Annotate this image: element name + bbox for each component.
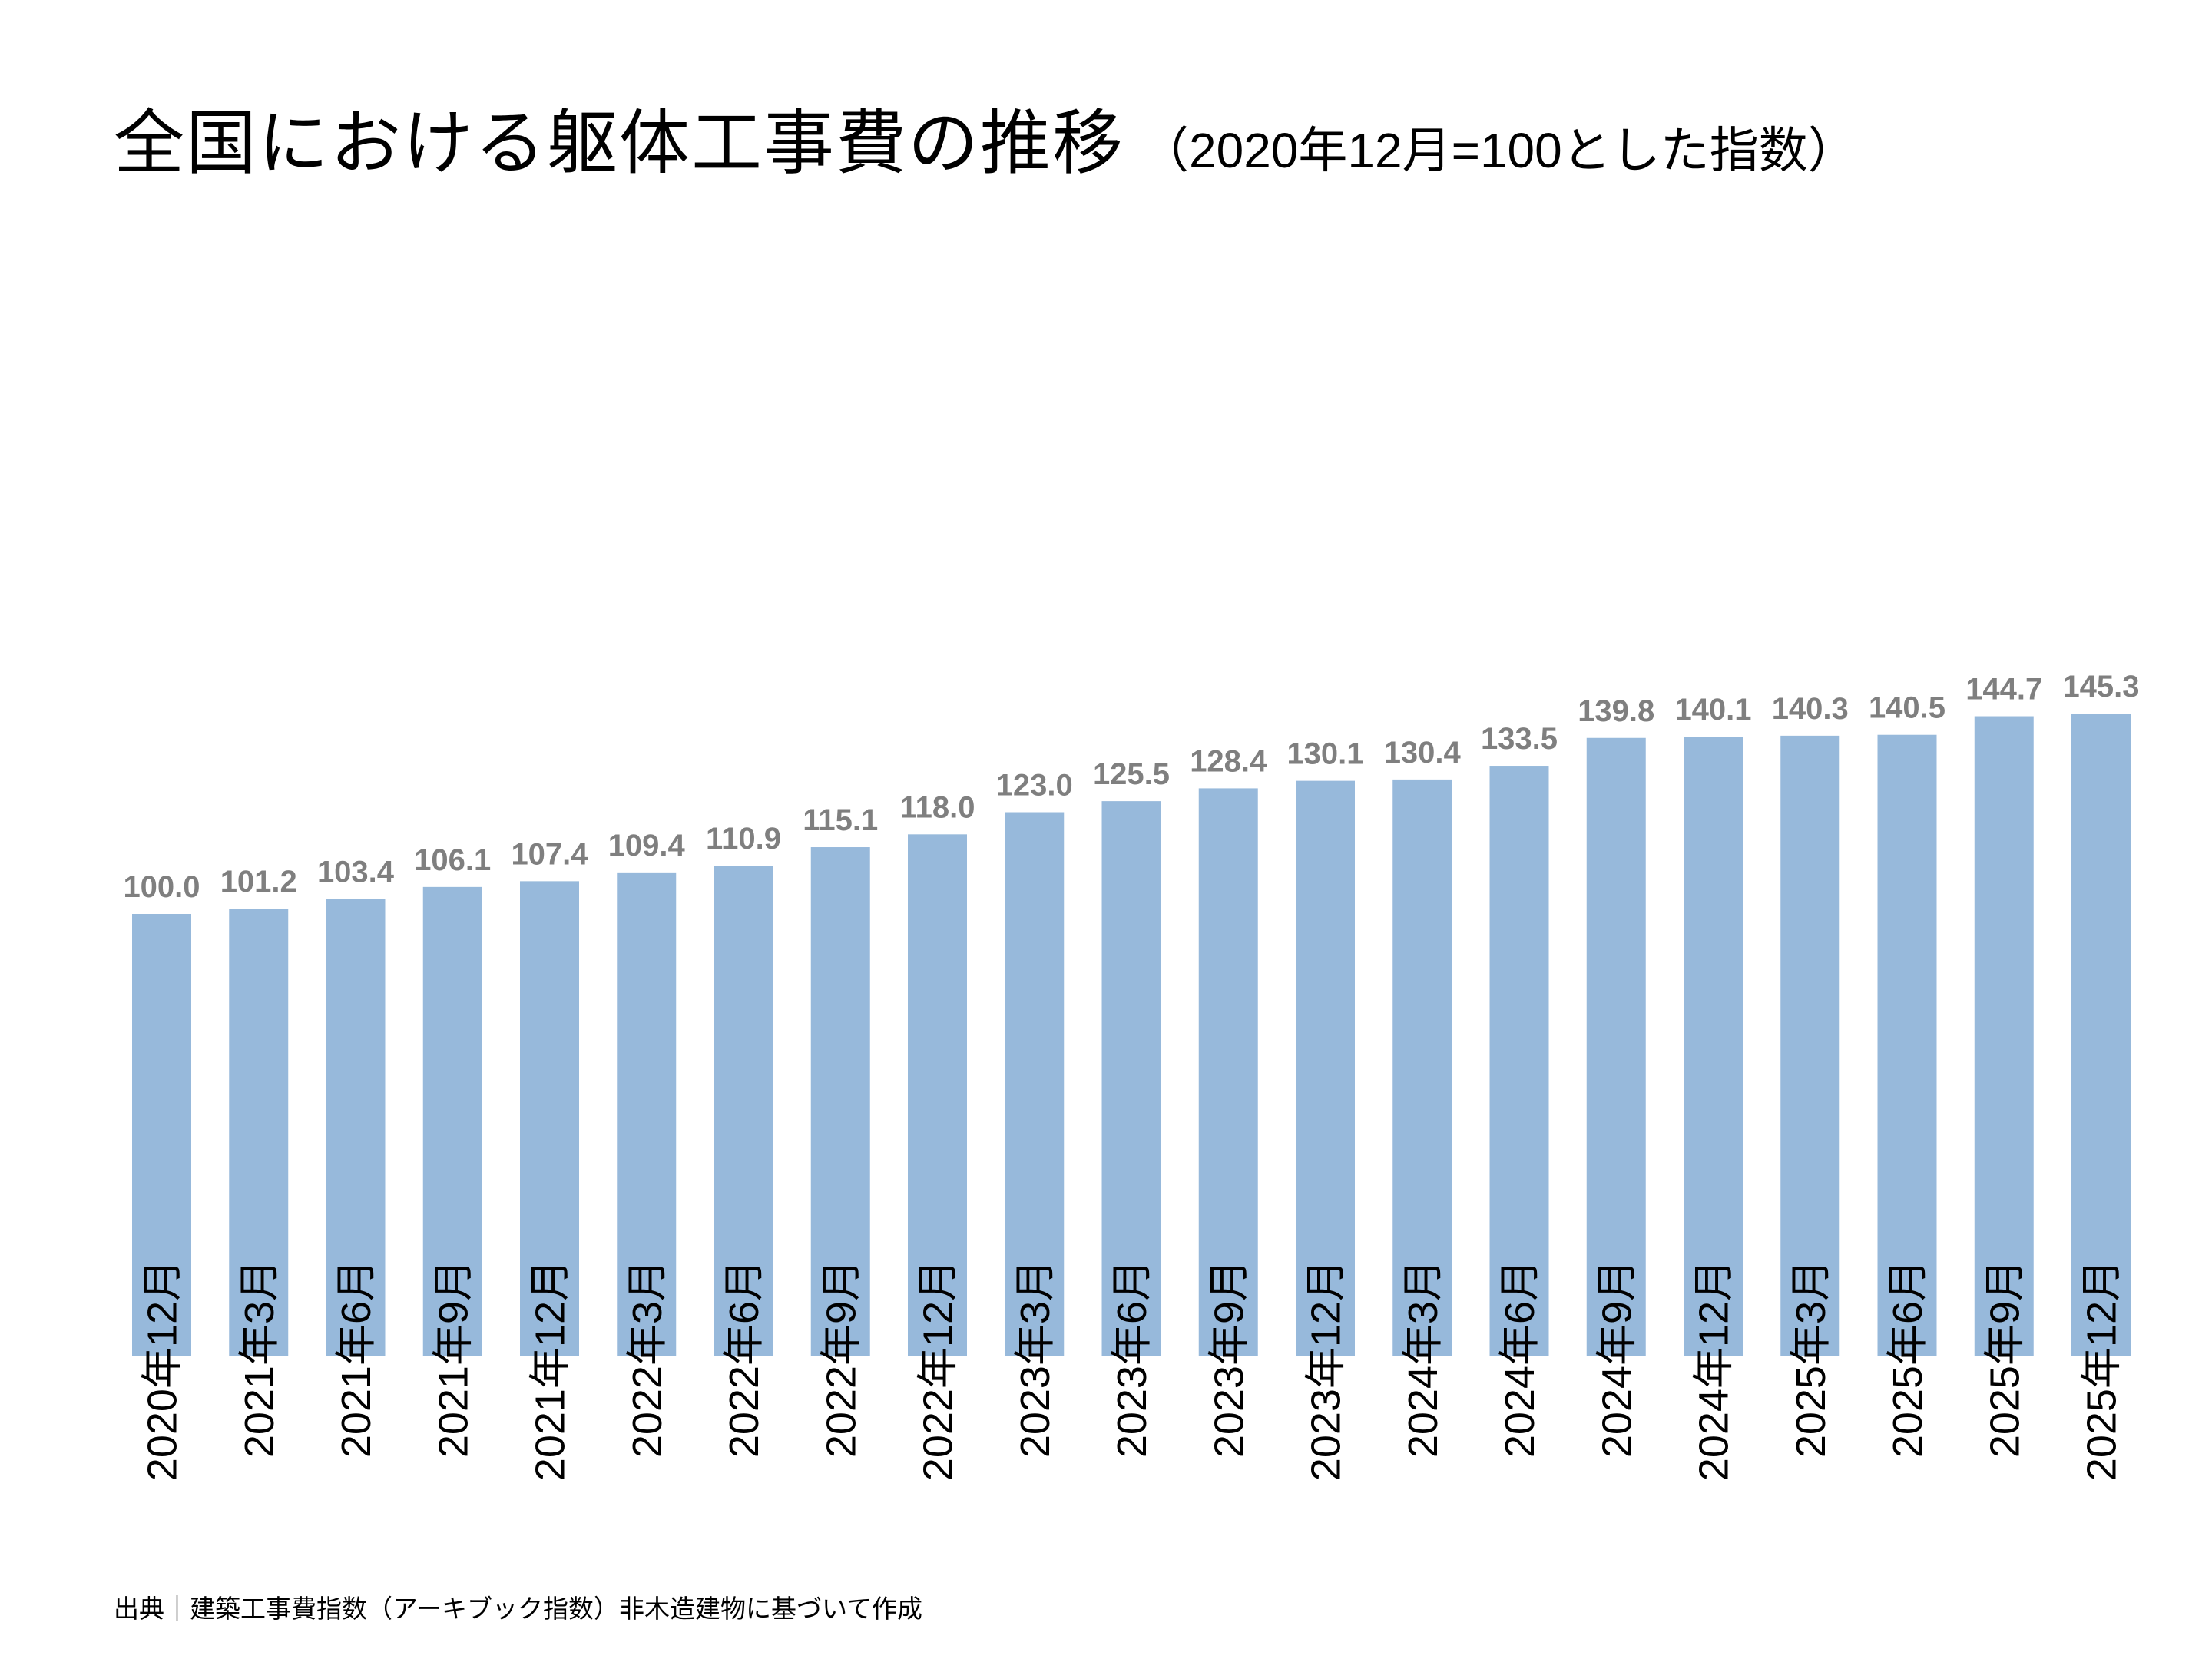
data-label: 110.9 [706, 822, 781, 856]
data-label: 133.5 [1481, 722, 1558, 756]
x-tick-label: 2021年6月 [333, 1260, 379, 1458]
bar [1296, 780, 1355, 1356]
data-label: 101.2 [220, 865, 297, 899]
data-label: 107.4 [511, 837, 588, 871]
data-label: 115.1 [803, 803, 878, 837]
bar [1684, 737, 1743, 1356]
x-tick-label: 2023年12月 [1303, 1260, 1349, 1481]
x-tick-label: 2020年12月 [140, 1260, 186, 1481]
bar [326, 899, 386, 1356]
source-note: 出典｜建築工事費指数（アーキブック指数）非木造建物に基づいて作成 [114, 1594, 923, 1623]
data-label: 140.1 [1674, 693, 1751, 727]
bar [1198, 788, 1258, 1356]
data-label: 118.0 [900, 790, 975, 824]
data-label: 144.7 [1965, 673, 2042, 707]
title-main: 全国における躯体工事費の推移 [114, 104, 1125, 183]
data-label: 130.1 [1286, 737, 1363, 771]
x-tick-label: 2022年9月 [818, 1260, 864, 1458]
data-label: 139.8 [1578, 694, 1654, 728]
x-tick-label: 2025年9月 [1982, 1260, 2028, 1458]
x-tick-label: 2025年6月 [1885, 1260, 1931, 1458]
bar [1877, 734, 1937, 1356]
chart-title: 全国における躯体工事費の推移 （2020年12月=100とした指数） [114, 86, 1857, 188]
data-label: 130.4 [1384, 736, 1462, 770]
data-label: 123.0 [996, 769, 1073, 803]
x-tick-label: 2024年6月 [1497, 1260, 1543, 1458]
x-tick-label: 2023年3月 [1012, 1260, 1058, 1458]
bar [422, 886, 482, 1356]
data-label: 145.3 [2062, 670, 2139, 704]
bar [1005, 812, 1065, 1356]
bar [229, 909, 289, 1356]
data-label: 140.3 [1772, 692, 1849, 726]
x-tick-label: 2023年9月 [1206, 1260, 1252, 1458]
bar [1489, 766, 1549, 1356]
data-label: 100.0 [123, 870, 200, 904]
data-label: 103.4 [317, 855, 395, 889]
bar [1780, 735, 1840, 1356]
x-tick-label: 2022年3月 [624, 1260, 671, 1458]
bar [1101, 801, 1161, 1356]
x-tick-label: 2025年3月 [1788, 1260, 1834, 1458]
x-tick-label: 2022年12月 [916, 1260, 962, 1481]
data-label: 128.4 [1190, 744, 1267, 778]
x-tick-label: 2021年9月 [430, 1260, 476, 1458]
x-tick-label: 2023年6月 [1109, 1260, 1155, 1458]
data-label: 125.5 [1093, 757, 1170, 791]
bar [2071, 714, 2131, 1356]
bar [714, 866, 773, 1356]
x-tick-label: 2021年3月 [237, 1260, 283, 1458]
title-subtitle: （2020年12月=100とした指数） [1140, 123, 1857, 178]
bar [1586, 737, 1646, 1356]
bar [908, 834, 967, 1356]
data-label: 140.5 [1869, 691, 1945, 725]
bar [617, 872, 677, 1356]
bar [520, 881, 579, 1356]
x-tick-label: 2025年12月 [2079, 1260, 2125, 1481]
bar [1974, 716, 2034, 1356]
x-tick-label: 2024年3月 [1400, 1260, 1446, 1458]
data-label: 109.4 [608, 829, 686, 863]
data-label: 106.1 [414, 843, 491, 877]
x-tick-label: 2022年6月 [721, 1260, 767, 1458]
bar [1392, 779, 1452, 1356]
x-tick-label: 2024年12月 [1691, 1260, 1737, 1481]
bar [132, 914, 191, 1356]
bar [810, 847, 870, 1356]
x-tick-label: 2024年9月 [1594, 1260, 1640, 1458]
x-tick-label: 2021年12月 [528, 1260, 574, 1481]
